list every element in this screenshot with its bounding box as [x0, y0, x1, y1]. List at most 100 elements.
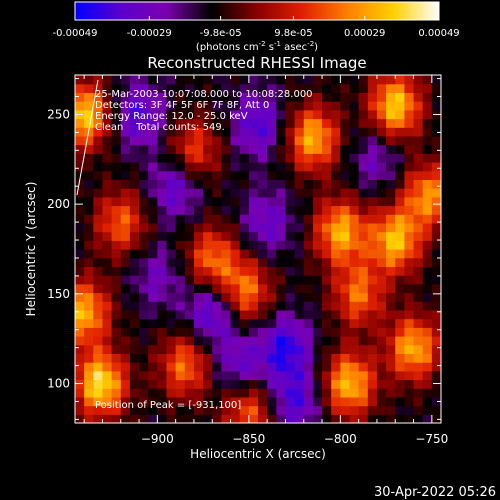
heatmap-cell: [413, 162, 424, 172]
heatmap-cell: [248, 127, 259, 137]
heatmap-cell: [248, 249, 259, 259]
heatmap-cell: [303, 353, 314, 363]
heatmap-cell: [331, 205, 341, 215]
heatmap-cell: [203, 327, 213, 337]
heatmap-cell: [322, 257, 332, 267]
heatmap-cell: [322, 196, 332, 207]
heatmap-cell: [75, 249, 85, 259]
heatmap-cell: [267, 205, 277, 215]
heatmap-cell: [395, 205, 405, 215]
heatmap-cell: [431, 275, 441, 285]
heatmap-cell: [322, 109, 332, 120]
heatmap-cell: [349, 275, 360, 285]
heatmap-cell: [294, 75, 305, 85]
heatmap-cell: [212, 153, 222, 163]
heatmap-cell: [139, 327, 149, 337]
heatmap-cell: [175, 196, 186, 207]
heatmap-cell: [395, 396, 405, 407]
heatmap-cell: [404, 336, 415, 346]
heatmap-cell: [331, 196, 341, 207]
heatmap-cell: [230, 344, 241, 354]
heatmap-cell: [175, 92, 186, 102]
heatmap-cell: [340, 205, 351, 215]
heatmap-cell: [413, 362, 424, 372]
heatmap-cell: [285, 396, 296, 407]
heatmap-cell: [175, 135, 186, 146]
heatmap-cell: [129, 222, 140, 233]
heatmap-cell: [75, 327, 85, 337]
heatmap-cell: [102, 292, 113, 302]
heatmap-cell: [258, 266, 268, 276]
heatmap-cell: [111, 405, 122, 415]
heatmap-cell: [294, 92, 305, 102]
heatmap-cell: [404, 414, 415, 423]
heatmap-cell: [376, 336, 387, 346]
heatmap-cell: [111, 336, 122, 346]
heatmap-cell: [193, 353, 204, 363]
heatmap-cell: [111, 318, 122, 328]
heatmap-cell: [248, 231, 259, 241]
heatmap-cell: [193, 405, 204, 415]
heatmap-cell: [267, 405, 277, 415]
heatmap-cell: [221, 118, 232, 128]
heatmap-cell: [376, 266, 387, 276]
heatmap-cell: [376, 214, 387, 224]
heatmap-cell: [285, 188, 296, 198]
heatmap-cell: [239, 309, 250, 320]
heatmap-cell: [285, 144, 296, 154]
heatmap-cell: [212, 135, 222, 146]
heatmap-cell: [303, 396, 314, 407]
heatmap-cell: [431, 240, 441, 250]
heatmap-cell: [230, 396, 241, 407]
heatmap-cell: [120, 353, 131, 363]
heatmap-cell: [358, 283, 369, 294]
heatmap-cell: [376, 292, 387, 302]
heatmap-cell: [239, 379, 250, 389]
heatmap-cell: [175, 283, 186, 294]
x-tick-label: −800: [324, 432, 357, 446]
heatmap-cell: [166, 344, 177, 354]
heatmap-cell: [258, 92, 268, 102]
heatmap-cell: [303, 153, 314, 163]
heatmap-cell: [193, 266, 204, 276]
heatmap-cell: [212, 379, 222, 389]
heatmap-cell: [111, 162, 122, 172]
heatmap-cell: [431, 170, 441, 180]
heatmap-cell: [102, 327, 113, 337]
heatmap-cell: [404, 327, 415, 337]
heatmap-cell: [148, 83, 158, 93]
heatmap-cell: [404, 249, 415, 259]
heatmap-cell: [267, 266, 277, 276]
heatmap-cell: [111, 275, 122, 285]
heatmap-cell: [276, 222, 287, 233]
heatmap-cell: [129, 92, 140, 102]
heatmap-cell: [358, 170, 369, 180]
heatmap-cell: [386, 109, 396, 120]
heatmap-cell: [422, 309, 433, 320]
solar-limb-line: [76, 79, 99, 196]
heatmap-cell: [193, 301, 204, 311]
heatmap-cell: [349, 231, 360, 241]
heatmap-cell: [239, 327, 250, 337]
heatmap-cell: [258, 170, 268, 180]
heatmap-cell: [93, 414, 104, 423]
heatmap-cell: [267, 388, 277, 398]
heatmap-cell: [285, 344, 296, 354]
heatmap-cell: [139, 109, 149, 120]
heatmap-cell: [431, 362, 441, 372]
heatmap-cell: [139, 318, 149, 328]
heatmap-cell: [294, 379, 305, 389]
heatmap-cell: [422, 135, 433, 146]
heatmap-cell: [340, 109, 351, 120]
heatmap-cell: [267, 336, 277, 346]
heatmap-cell: [157, 101, 168, 111]
heatmap-cell: [75, 144, 85, 154]
heatmap-cell: [376, 257, 387, 267]
heatmap-cell: [376, 127, 387, 137]
heatmap-cell: [93, 283, 104, 294]
heatmap-cell: [230, 405, 241, 415]
heatmap-cell: [322, 153, 332, 163]
heatmap-cell: [404, 318, 415, 328]
heatmap-cell: [221, 379, 232, 389]
heatmap-cell: [303, 222, 314, 233]
